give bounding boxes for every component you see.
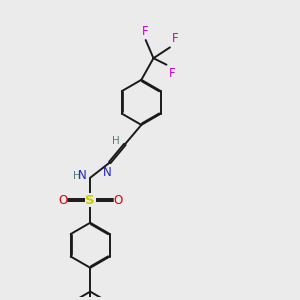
Text: F: F [169, 67, 175, 80]
Text: O: O [113, 194, 123, 207]
Text: F: F [172, 32, 179, 45]
Text: N: N [78, 169, 87, 182]
Text: N: N [103, 166, 112, 179]
Text: F: F [142, 25, 149, 38]
Text: H: H [112, 136, 120, 146]
Text: S: S [85, 194, 95, 207]
Text: O: O [58, 194, 67, 207]
Text: H: H [73, 170, 81, 181]
